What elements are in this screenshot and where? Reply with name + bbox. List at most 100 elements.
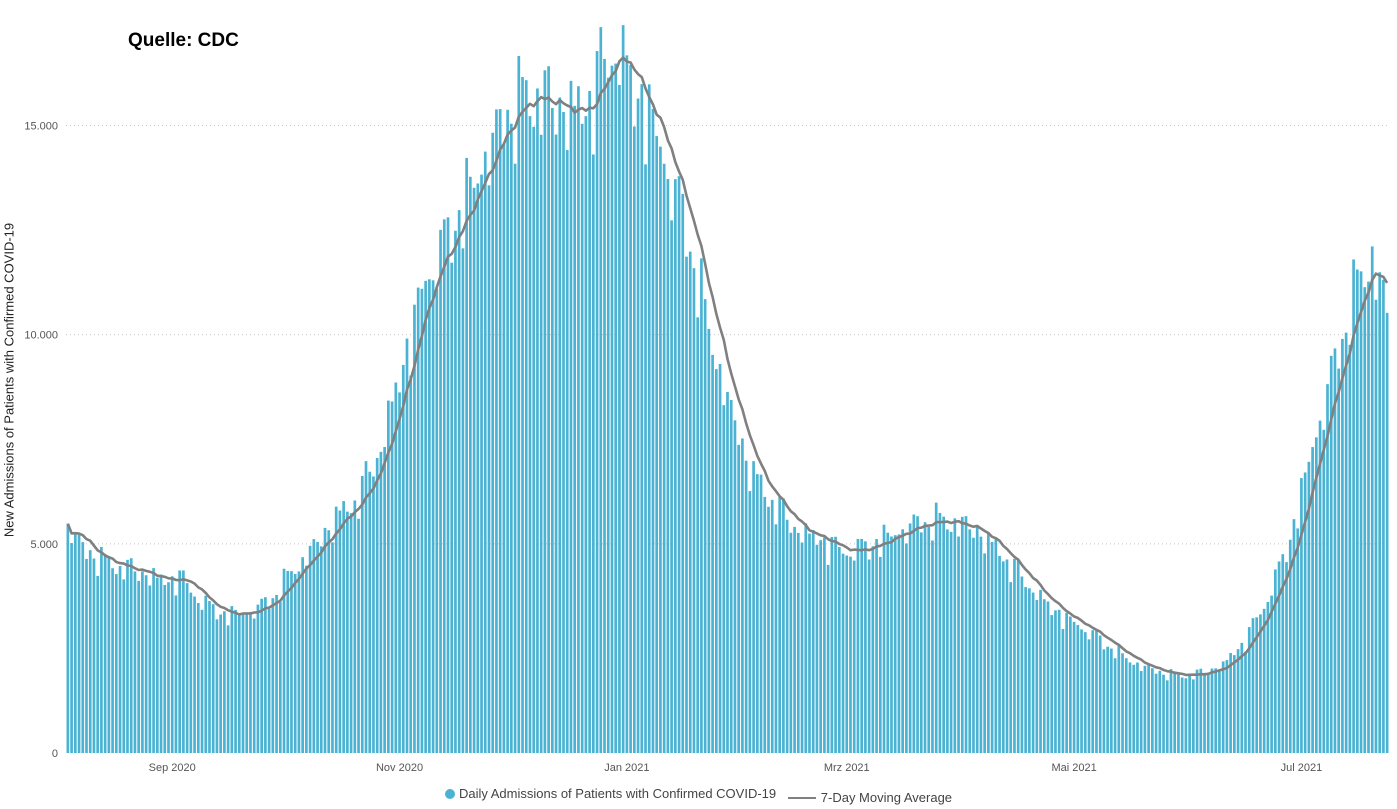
bar	[1069, 616, 1072, 753]
y-tick-label: 15.000	[24, 121, 58, 133]
legend-item-daily[interactable]: Daily Admissions of Patients with Confir…	[444, 786, 776, 801]
bar	[603, 58, 606, 754]
bar	[1378, 272, 1382, 753]
bar	[1355, 269, 1359, 753]
bar	[554, 134, 558, 753]
bar	[849, 556, 852, 753]
bar	[875, 539, 878, 753]
bar	[155, 577, 159, 753]
bar	[614, 63, 618, 753]
bar	[215, 619, 219, 753]
bar	[1296, 528, 1300, 753]
bar	[1359, 271, 1363, 753]
bar	[364, 461, 368, 753]
bar	[632, 126, 636, 753]
bar	[237, 614, 241, 753]
bar	[644, 164, 647, 753]
bar	[1024, 587, 1027, 753]
bar	[763, 496, 767, 753]
bar	[1009, 582, 1013, 753]
bar	[141, 571, 144, 753]
bar	[819, 540, 823, 753]
bar	[804, 523, 808, 753]
bar	[1251, 618, 1255, 753]
bar	[1247, 627, 1251, 753]
bar	[252, 618, 256, 753]
bar	[931, 540, 934, 753]
bar	[77, 534, 81, 753]
bar	[901, 529, 904, 753]
bar	[662, 163, 666, 753]
legend: Daily Admissions of Patients with Confir…	[0, 786, 1397, 805]
bar	[1363, 287, 1367, 753]
bar	[245, 613, 249, 753]
bar	[1285, 562, 1288, 753]
bar	[1206, 673, 1210, 753]
bar	[319, 546, 323, 753]
bar	[469, 176, 472, 754]
bar	[1035, 600, 1039, 753]
bar	[144, 575, 148, 753]
bar	[864, 541, 867, 753]
bar	[1158, 670, 1162, 753]
bar	[785, 519, 789, 753]
bar	[1061, 629, 1065, 753]
bar	[800, 542, 804, 753]
bar	[837, 547, 841, 753]
bar	[114, 574, 118, 753]
bar	[841, 553, 845, 753]
bar	[1326, 384, 1329, 753]
bar	[1165, 680, 1169, 753]
bar	[729, 399, 733, 753]
bar	[565, 150, 569, 753]
bar	[796, 532, 800, 753]
bar	[860, 538, 864, 753]
bar	[1192, 679, 1195, 753]
bar	[230, 606, 234, 753]
x-tick-labels: Sep 2020 Nov 2020 Jan 2021 Mrz 2021 Mai 2021…	[149, 762, 1323, 774]
bar	[234, 609, 237, 753]
bar	[934, 502, 938, 753]
x-tick-label: Mrz 2021	[824, 762, 870, 774]
bar	[398, 392, 401, 753]
bar	[1277, 561, 1281, 753]
bar	[964, 516, 968, 753]
bar	[886, 532, 890, 753]
bar	[975, 526, 979, 753]
y-tick-label: 10.000	[24, 330, 58, 342]
bar	[532, 126, 536, 753]
bar	[316, 541, 319, 753]
bar	[793, 526, 796, 753]
bar	[1300, 478, 1303, 753]
bar	[360, 476, 364, 753]
bar	[96, 575, 100, 753]
bar	[405, 338, 409, 753]
bar	[502, 144, 506, 753]
bar	[1229, 652, 1232, 753]
bar	[491, 132, 495, 754]
bar	[998, 555, 1001, 753]
bar	[129, 558, 133, 753]
legend-item-average[interactable]: 7-Day Moving Average	[787, 790, 952, 805]
x-tick-label: Jul 2021	[1281, 762, 1323, 774]
bar	[1259, 614, 1262, 753]
bar	[726, 391, 729, 753]
bar	[1173, 672, 1177, 753]
x-tick-label: Nov 2020	[376, 762, 423, 774]
bar	[1102, 649, 1106, 753]
bar	[457, 210, 461, 753]
bar	[103, 554, 107, 753]
bar	[241, 613, 245, 753]
bar	[353, 500, 357, 753]
bar	[882, 524, 886, 753]
bar	[1001, 561, 1005, 753]
bar	[871, 546, 875, 753]
bar	[442, 219, 446, 753]
bar	[733, 420, 737, 753]
bar	[770, 499, 774, 753]
bar	[487, 185, 491, 753]
bar	[498, 109, 502, 753]
bar	[305, 565, 308, 753]
bar	[148, 585, 152, 753]
bar	[610, 65, 614, 753]
